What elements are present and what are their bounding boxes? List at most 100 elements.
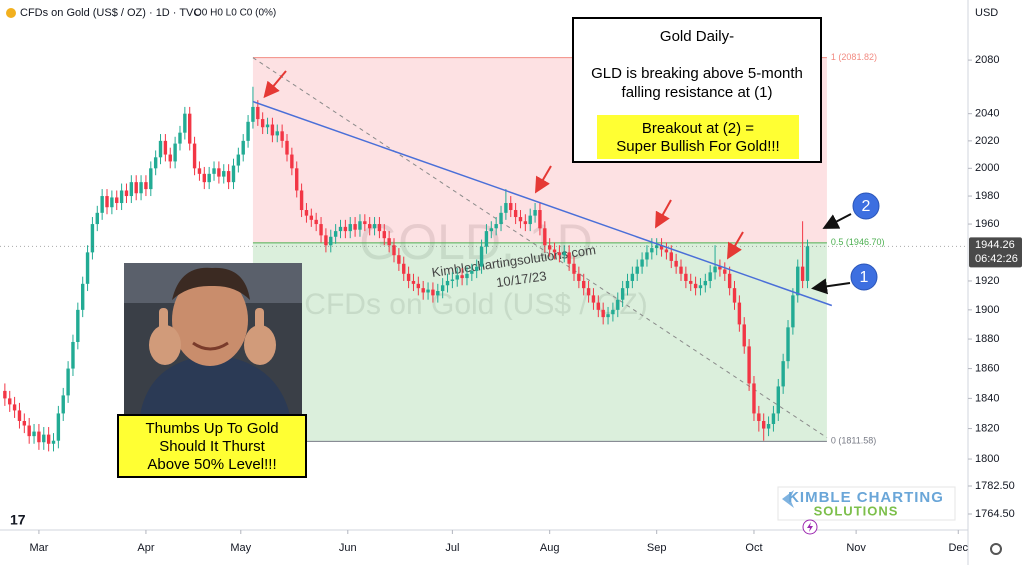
candle-body <box>572 263 576 274</box>
candle-body <box>791 295 795 328</box>
fib-label: 1 (2081.82) <box>831 52 877 62</box>
candle-body <box>260 119 265 128</box>
candle-body <box>781 361 785 387</box>
candle-body <box>377 224 382 232</box>
candle-body <box>674 260 678 267</box>
candle-body <box>163 140 168 155</box>
candle-body <box>528 215 532 225</box>
candle-body <box>747 346 751 384</box>
candle-body <box>290 154 294 169</box>
candle-body <box>703 280 708 286</box>
candle-body <box>265 124 270 128</box>
candle-body <box>387 238 391 246</box>
candle-body <box>319 224 323 236</box>
candle-body <box>226 171 231 183</box>
note-line: GLD is breaking above 5-month <box>591 65 803 82</box>
candle-body <box>275 131 279 136</box>
candle-body <box>586 288 591 296</box>
candle-body <box>698 285 703 289</box>
candle-body <box>431 289 435 296</box>
ohlc: O0 H0 L0 C0 (0%) <box>194 8 276 19</box>
candle-body <box>436 291 440 296</box>
guide-line <box>252 57 828 439</box>
candle-body <box>577 273 581 281</box>
candle-body <box>766 424 771 429</box>
candle-body <box>100 196 104 213</box>
candle-body <box>523 221 528 225</box>
candle-body <box>270 124 275 136</box>
candle-body <box>236 154 241 166</box>
candle-body <box>22 420 27 426</box>
candle-body <box>314 219 318 225</box>
candle-body <box>212 168 216 174</box>
candle-body <box>616 299 620 310</box>
candle-body <box>158 140 163 158</box>
y-tick-label: 1880 <box>975 333 999 345</box>
candle-body <box>445 280 450 286</box>
candle-body <box>518 217 523 222</box>
fib-label: 0 (1811.58) <box>831 436 876 446</box>
candle-body <box>299 190 304 211</box>
y-tick-label: 1980 <box>975 190 999 202</box>
candle-body <box>635 266 639 274</box>
candle-body <box>582 280 586 289</box>
candle-body <box>343 226 348 232</box>
red-arrow <box>655 199 672 229</box>
candle-body <box>465 273 469 279</box>
candle-body <box>12 404 17 411</box>
caption-box <box>117 414 307 478</box>
candle-body <box>153 157 158 169</box>
candle-body <box>776 386 780 414</box>
candle-body <box>382 231 386 239</box>
candle-body <box>659 245 664 250</box>
overlay: CFDs on Gold (US$ / OZ) · 1D · TVC O0 H0… <box>6 7 1002 555</box>
candle-body <box>56 413 61 441</box>
candle-body <box>61 395 65 414</box>
candle-body <box>742 324 746 347</box>
candle-body <box>124 190 129 197</box>
candle-body <box>625 280 630 289</box>
candle-body <box>3 390 7 399</box>
source-date: 10/17/23 <box>495 268 547 290</box>
candle-body <box>338 226 343 232</box>
last-price-label: 1944.26 <box>975 239 1015 251</box>
x-tick-label: Dec <box>948 542 968 554</box>
y-tick-label: 2020 <box>975 135 999 147</box>
settings-icon <box>990 543 1002 555</box>
candle-body <box>761 420 766 429</box>
candle-body <box>611 309 615 315</box>
candle-body <box>8 398 12 405</box>
watermark-text: CFDs on Gold (US$ / OZ) <box>304 288 647 321</box>
candle-body <box>786 327 790 362</box>
candle-body <box>402 263 406 274</box>
candle-body <box>630 273 635 281</box>
logo-mark <box>782 490 794 508</box>
candle-body <box>80 283 85 310</box>
candle-body <box>509 203 513 211</box>
candle-body <box>513 210 518 218</box>
candle-body <box>562 252 566 256</box>
candle-body <box>183 113 187 133</box>
candle-body <box>475 266 479 271</box>
x-tick-label: Jun <box>339 542 357 554</box>
candle-body <box>645 252 649 260</box>
y-tick-label: 2040 <box>975 108 999 120</box>
candle-body <box>329 236 333 246</box>
candle-body <box>115 197 119 204</box>
photo <box>124 263 302 415</box>
candle-body <box>217 168 221 177</box>
trendline <box>252 100 833 307</box>
candle-body <box>285 140 289 155</box>
candle-body <box>800 266 805 281</box>
symbol-icon <box>6 8 16 18</box>
countdown-label: 06:42:26 <box>975 253 1018 265</box>
logo-text: KIMBLE CHARTING <box>788 489 944 506</box>
candle-body <box>732 288 737 303</box>
y-tick-label: 1900 <box>975 304 999 316</box>
candle-body <box>397 255 401 264</box>
candle-body <box>372 224 377 229</box>
y-tick-label: 1860 <box>975 362 999 374</box>
candle-body <box>533 210 537 216</box>
candle-body <box>752 383 756 414</box>
candle-body <box>27 425 31 437</box>
